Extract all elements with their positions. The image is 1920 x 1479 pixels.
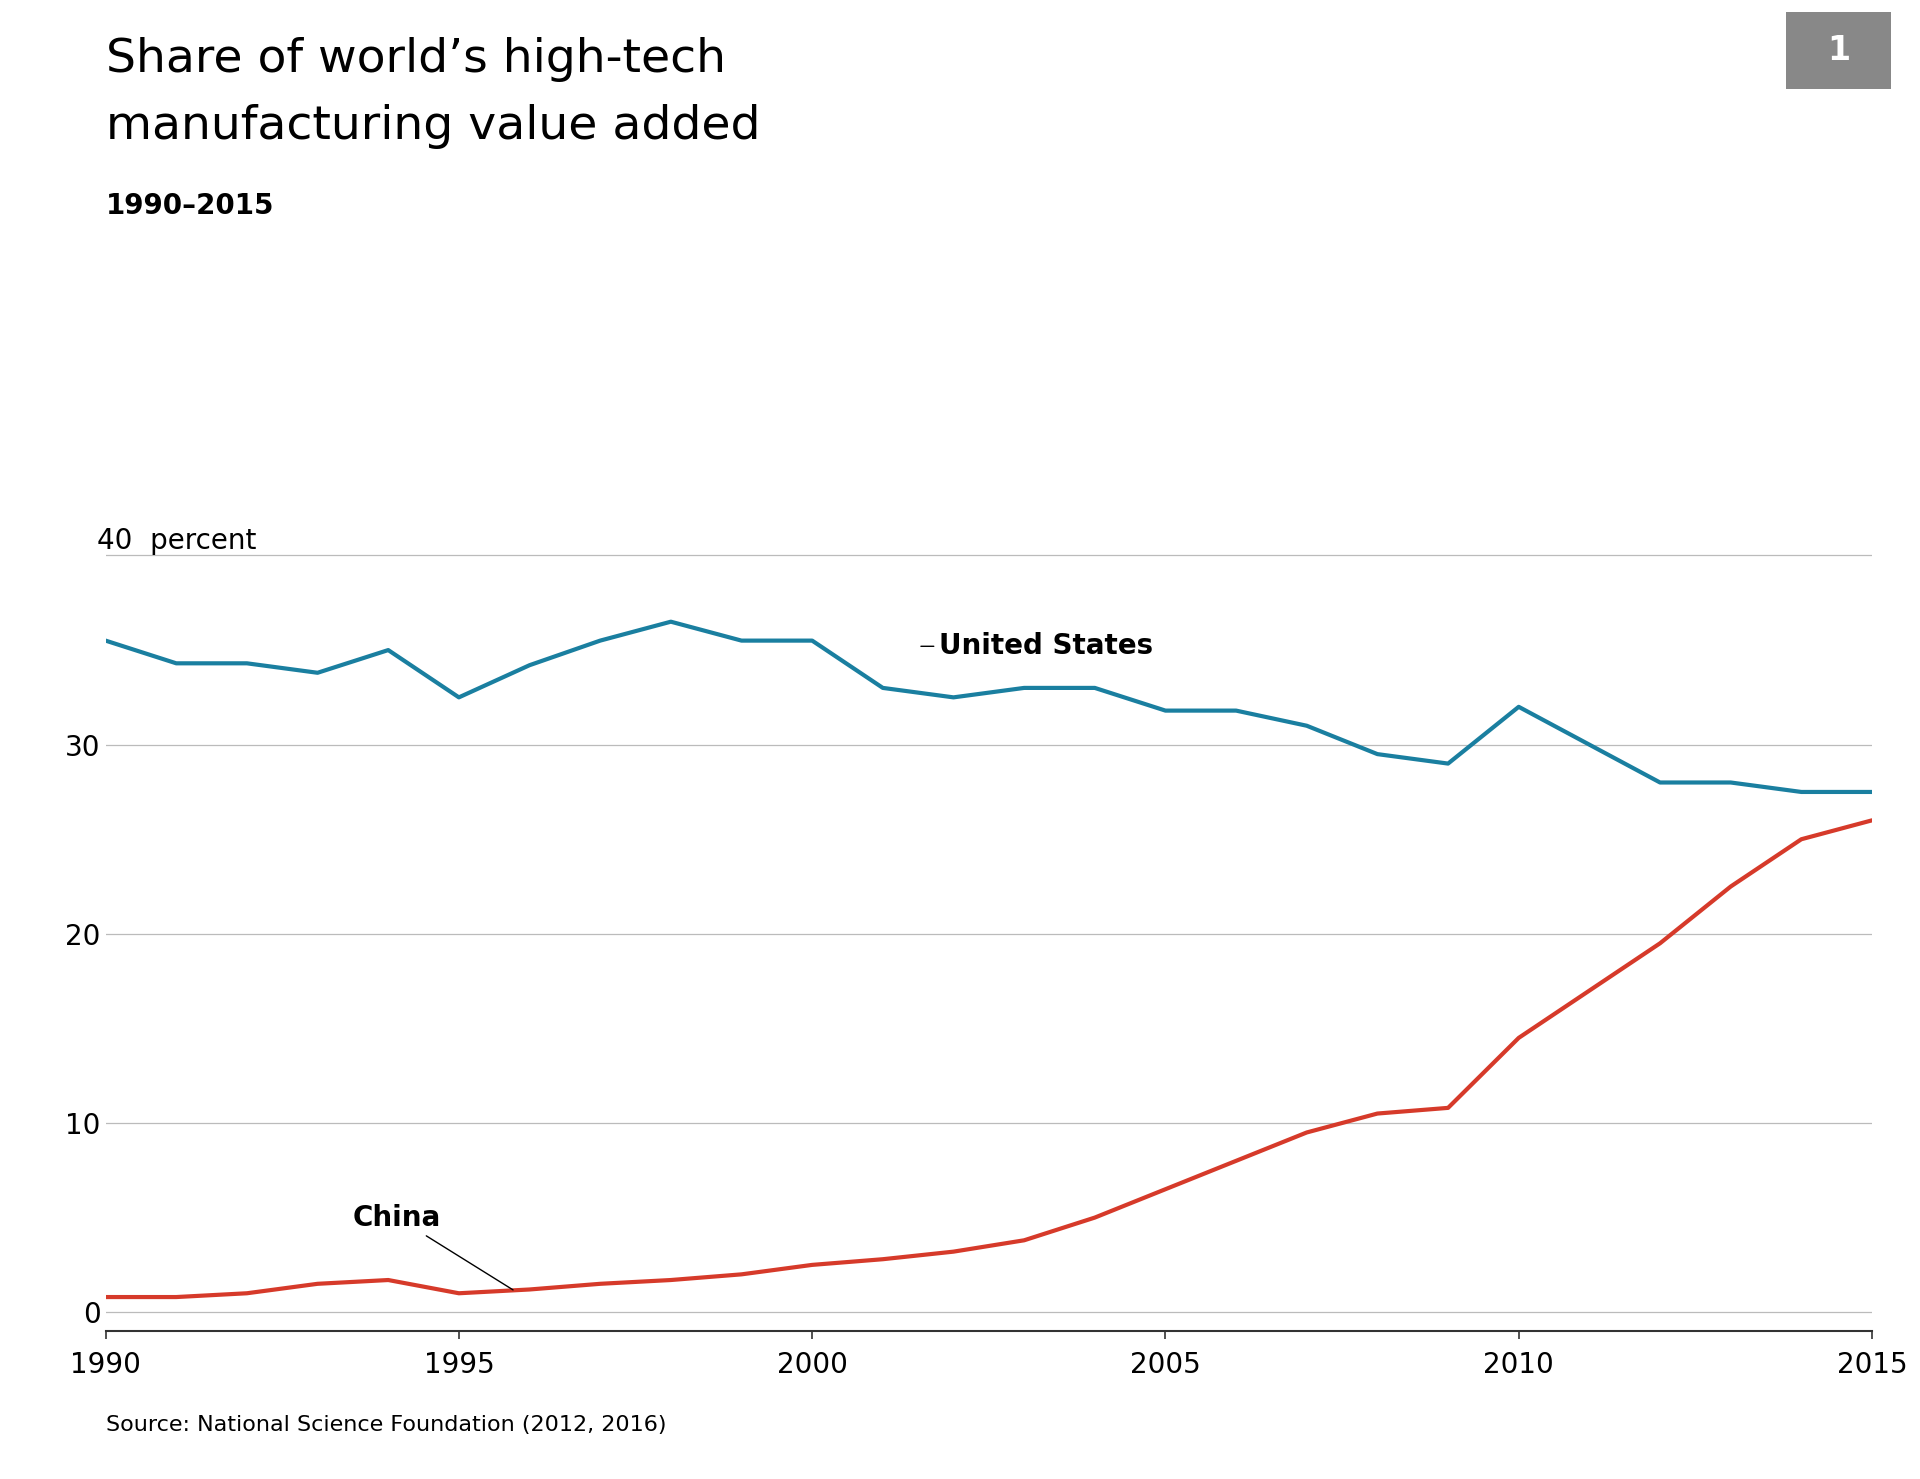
Text: Source: National Science Foundation (2012, 2016): Source: National Science Foundation (201…: [106, 1414, 666, 1435]
Text: 1: 1: [1826, 34, 1851, 67]
Text: 40  percent: 40 percent: [96, 528, 255, 556]
Text: China: China: [353, 1204, 513, 1290]
Text: manufacturing value added: manufacturing value added: [106, 104, 760, 148]
Text: United States: United States: [922, 633, 1154, 660]
Text: 1990–2015: 1990–2015: [106, 192, 275, 220]
Text: Share of world’s high-tech: Share of world’s high-tech: [106, 37, 726, 81]
